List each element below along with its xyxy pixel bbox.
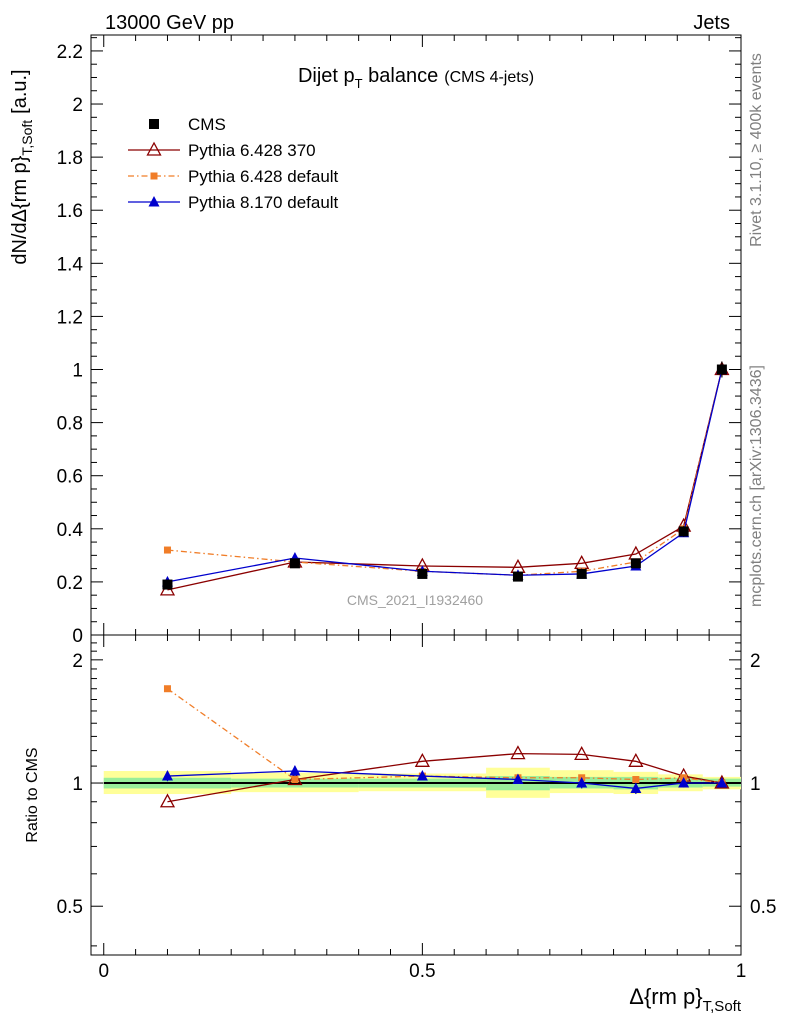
ratio-panel: 0.5 0.51 12 2 0 0.5 1 Ratio to CMS Δ{rm p}T,S…: [24, 634, 776, 1015]
ratio-data-point: [159, 793, 176, 808]
ratio-data-point: [416, 770, 428, 781]
main-ytick-label: 1.6: [57, 201, 83, 222]
main-ytick-label: 0.2: [57, 573, 83, 594]
ratio-frame: [90, 634, 742, 956]
ratio-data-point: [291, 776, 299, 784]
ratio-x-axis: 0 0.5 1: [98, 635, 746, 982]
watermark: CMS_2021_I1932460: [347, 592, 483, 608]
ratio-data-point: [576, 777, 588, 788]
xtick-label: 1: [736, 961, 747, 982]
main-data-point: [628, 545, 644, 560]
main-data-point: [289, 558, 300, 569]
ylabel-sub: T,Soft: [19, 120, 35, 156]
main-ytick-label: 1.4: [57, 254, 84, 275]
chart-title: Dijet pT balance (CMS 4-jets): [298, 65, 534, 91]
title-main: Dijet p: [298, 65, 355, 87]
xlabel-main: Δ{rm p}: [629, 984, 702, 1009]
main-ytick-label: 2: [72, 95, 83, 116]
main-ytick-label: 1.2: [57, 307, 83, 328]
mcplots-label: mcplots.cern.ch [arXiv:1306.3436]: [748, 365, 765, 607]
main-data-point: [716, 364, 727, 375]
ratio-ytick-label-right: 2: [750, 651, 761, 672]
ratio-ytick-label-right: 0.5: [750, 897, 776, 918]
ylabel-main: dN/dΔ{rm p}: [9, 155, 31, 264]
main-data-point: [630, 558, 641, 569]
ratio-data-point: [512, 773, 524, 785]
ratio-series-line: [167, 688, 722, 784]
main-series-line: [167, 369, 723, 576]
main-ytick-label: 0: [72, 626, 83, 647]
main-data-point: [576, 568, 587, 579]
header-left: 13000 GeV pp: [105, 12, 234, 34]
main-ytick-label: 0.8: [57, 414, 83, 435]
main-series-line: [167, 369, 723, 591]
legend-label: CMS: [188, 115, 226, 134]
ratio-data-point: [414, 752, 430, 767]
main-ytick-label: 0.6: [57, 467, 83, 488]
main-y-axis-title: dN/dΔ{rm p}T,Soft [a.u.]: [9, 69, 35, 264]
main-ytick-label: 1: [72, 361, 83, 382]
ratio-series-line: [167, 770, 722, 790]
ratio-series: [159, 685, 730, 808]
title-sub: T: [355, 76, 363, 91]
main-series: [159, 361, 730, 596]
subtitle: (CMS 4-jets): [444, 69, 534, 86]
ratio-y-axis-title: Ratio to CMS: [24, 747, 41, 842]
main-data-point: [678, 526, 689, 537]
ratio-data-point: [574, 746, 590, 761]
ratio-ytick-label-right: 1: [750, 774, 761, 795]
legend-label: Pythia 6.428 370: [188, 141, 316, 160]
xtick-label: 0: [98, 961, 109, 982]
ratio-bands: [103, 767, 741, 798]
ratio-series-line: [167, 752, 722, 803]
main-data-point: [163, 546, 171, 554]
ratio-data-point: [678, 777, 690, 788]
legend-label: Pythia 8.170 default: [188, 193, 339, 212]
legend-marker: [148, 196, 160, 207]
ratio-data-point: [163, 685, 171, 693]
title-tail: balance: [363, 65, 439, 87]
legend-marker: [146, 141, 162, 156]
ratio-ytick-label: 1: [72, 774, 83, 795]
ratio-data-point: [630, 782, 642, 793]
ratio-data-point: [628, 752, 644, 767]
ratio-ytick-label: 0.5: [57, 897, 83, 918]
legend-label: Pythia 6.428 default: [188, 167, 339, 186]
main-data-point: [417, 568, 428, 579]
legend-marker: [150, 172, 158, 180]
main-x-axis: [103, 35, 742, 635]
rivet-label: Rivet 3.1.10, ≥ 400k events: [748, 53, 765, 247]
xtick-label: 0.5: [409, 961, 435, 982]
header-right: Jets: [693, 12, 730, 34]
ratio-data-point: [632, 776, 640, 784]
legend-marker: [149, 119, 159, 129]
main-ytick-label: 2.2: [57, 42, 83, 63]
main-panel: 0 0.2 0.4 0.6 0.8 1 1.2 1.4 1.6 1.8 2 2.2 dN/dΔ{rm …: [9, 34, 742, 647]
ylabel-unit: [a.u.]: [9, 69, 31, 113]
main-data-point: [512, 571, 523, 582]
ratio-ytick-label: 2: [72, 651, 83, 672]
ratio-data-point: [716, 777, 728, 788]
ratio-data-point: [289, 765, 301, 776]
main-data-point: [162, 579, 173, 590]
x-axis-title: Δ{rm p}T,Soft: [629, 984, 742, 1015]
ratio-data-point: [161, 770, 173, 781]
main-ytick-label: 0.4: [57, 520, 84, 541]
main-y-axis: 0 0.2 0.4 0.6 0.8 1 1.2 1.4 1.6 1.8 2 2.2: [57, 37, 741, 647]
main-series-line: [167, 369, 723, 583]
legend: CMS Pythia 6.428 370 Pythia 6.428 default P…: [128, 115, 339, 212]
ratio-data-point: [510, 745, 526, 760]
ratio-y-axis: 0.5 0.5 1 1 2 2: [57, 642, 776, 947]
xlabel-sub: T,Soft: [703, 998, 742, 1015]
main-ytick-label: 1.8: [57, 148, 83, 169]
